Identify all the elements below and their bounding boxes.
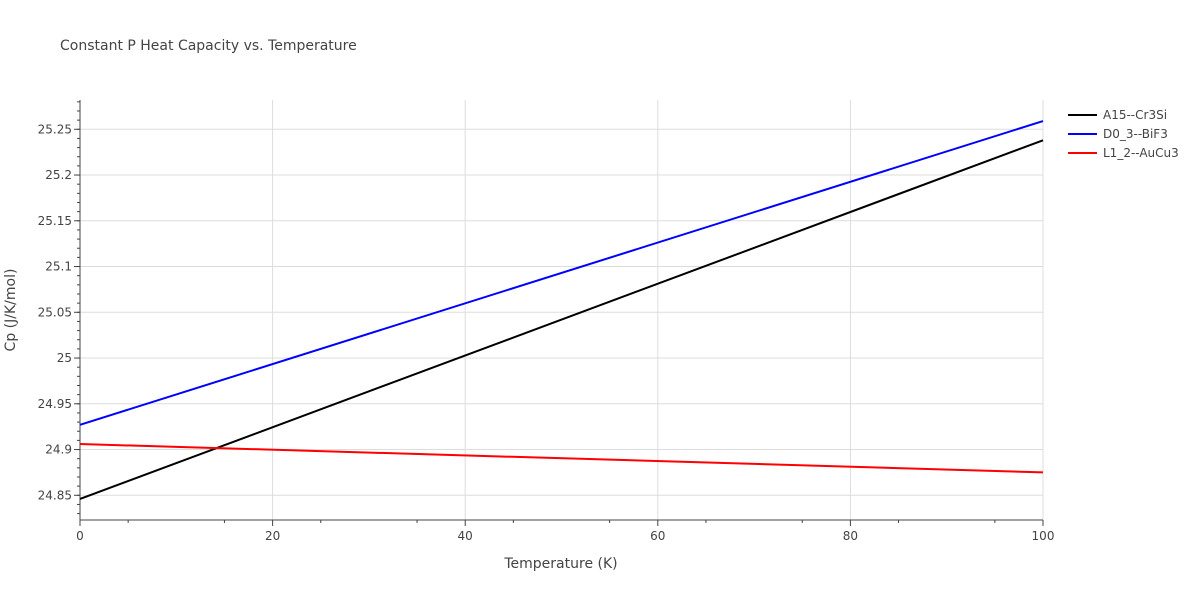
x-axis-title: Temperature (K) — [503, 556, 617, 572]
chart-title: Constant P Heat Capacity vs. Temperature — [60, 38, 357, 54]
y-tick-label: 24.85 — [38, 488, 72, 502]
y-axis-title: Cp (J/K/mol) — [3, 269, 19, 352]
y-tick-label: 25.25 — [38, 122, 72, 136]
gridlines — [80, 100, 1044, 520]
x-tick-label: 60 — [650, 529, 665, 543]
series-line — [79, 120, 1044, 426]
x-tick-label: 40 — [458, 529, 473, 543]
y-tick-label: 25.2 — [45, 168, 72, 182]
plot-area — [79, 120, 1044, 500]
legend-label: D0_3--BiF3 — [1103, 127, 1168, 141]
x-tick-label: 20 — [265, 529, 280, 543]
axes: 0 20 40 60 80 100 24.85 24.9 24.95 25 25.05 25.1 25.… — [38, 100, 1055, 543]
x-tick-label: 80 — [843, 529, 858, 543]
y-tick-label: 24.95 — [38, 397, 72, 411]
legend-label: A15--Cr3Si — [1103, 108, 1167, 122]
series-line — [79, 443, 1044, 474]
y-tick-label: 25.05 — [38, 305, 72, 319]
y-tick-label: 25.1 — [45, 260, 72, 274]
series-line — [79, 139, 1044, 500]
y-tick-label: 25.15 — [38, 214, 72, 228]
y-tick-label: 25 — [57, 351, 72, 365]
x-tick-label: 0 — [76, 529, 84, 543]
legend: A15--Cr3Si D0_3--BiF3 L1_2--AuCu3 — [1068, 108, 1179, 160]
x-tick-label: 100 — [1032, 529, 1055, 543]
legend-label: L1_2--AuCu3 — [1103, 146, 1179, 160]
y-tick-label: 24.9 — [45, 443, 72, 457]
